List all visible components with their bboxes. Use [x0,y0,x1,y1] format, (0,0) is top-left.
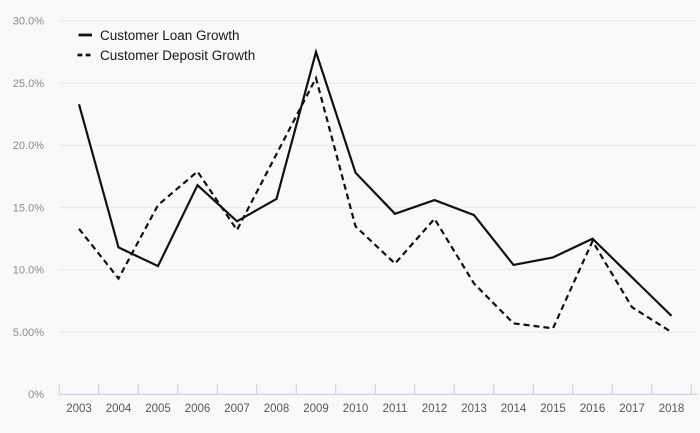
legend-label-deposit-growth: Customer Deposit Growth [100,47,256,63]
x-axis-label: 2003 [66,403,92,415]
solid-line-icon [78,33,92,37]
y-axis-label: 20.0% [13,140,44,152]
x-axis-label: 2009 [303,403,329,415]
loan-growth-line [77,48,673,317]
x-axis-label: 2018 [659,403,685,415]
x-axis-label: 2008 [264,403,290,415]
y-axis-label: 10.0% [13,265,44,277]
deposit-growth-line [78,75,673,334]
x-axis-label: 2010 [343,403,369,415]
legend-label-loan-growth: Customer Loan Growth [100,27,240,43]
dashed-line-icon [77,53,93,57]
legend-item-deposit-growth: Customer Deposit Growth [77,45,255,65]
y-axis-label: 30.0% [13,16,44,28]
y-axis-label: 15.0% [13,202,44,214]
x-axis-label: 2011 [383,403,408,415]
x-axis-label: 2006 [185,403,211,415]
legend-item-loan-growth: Customer Loan Growth [77,25,255,45]
y-axis-label: 0% [28,389,44,401]
x-axis-label: 2005 [145,403,171,415]
x-axis-label: 2015 [540,403,566,415]
x-axis-label: 2016 [580,403,606,415]
y-axis-label: 25.0% [13,78,44,90]
x-axis-label: 2013 [461,403,487,415]
y-axis-label: 5.00% [13,327,44,339]
x-axis-label: 2004 [106,403,132,415]
x-axis-label: 2012 [422,403,448,415]
chart-legend: Customer Loan Growth Customer Deposit Gr… [77,25,255,65]
x-axis-label: 2014 [501,403,527,415]
x-axis-label: 2017 [619,403,645,415]
x-axis-label: 2007 [224,403,250,415]
